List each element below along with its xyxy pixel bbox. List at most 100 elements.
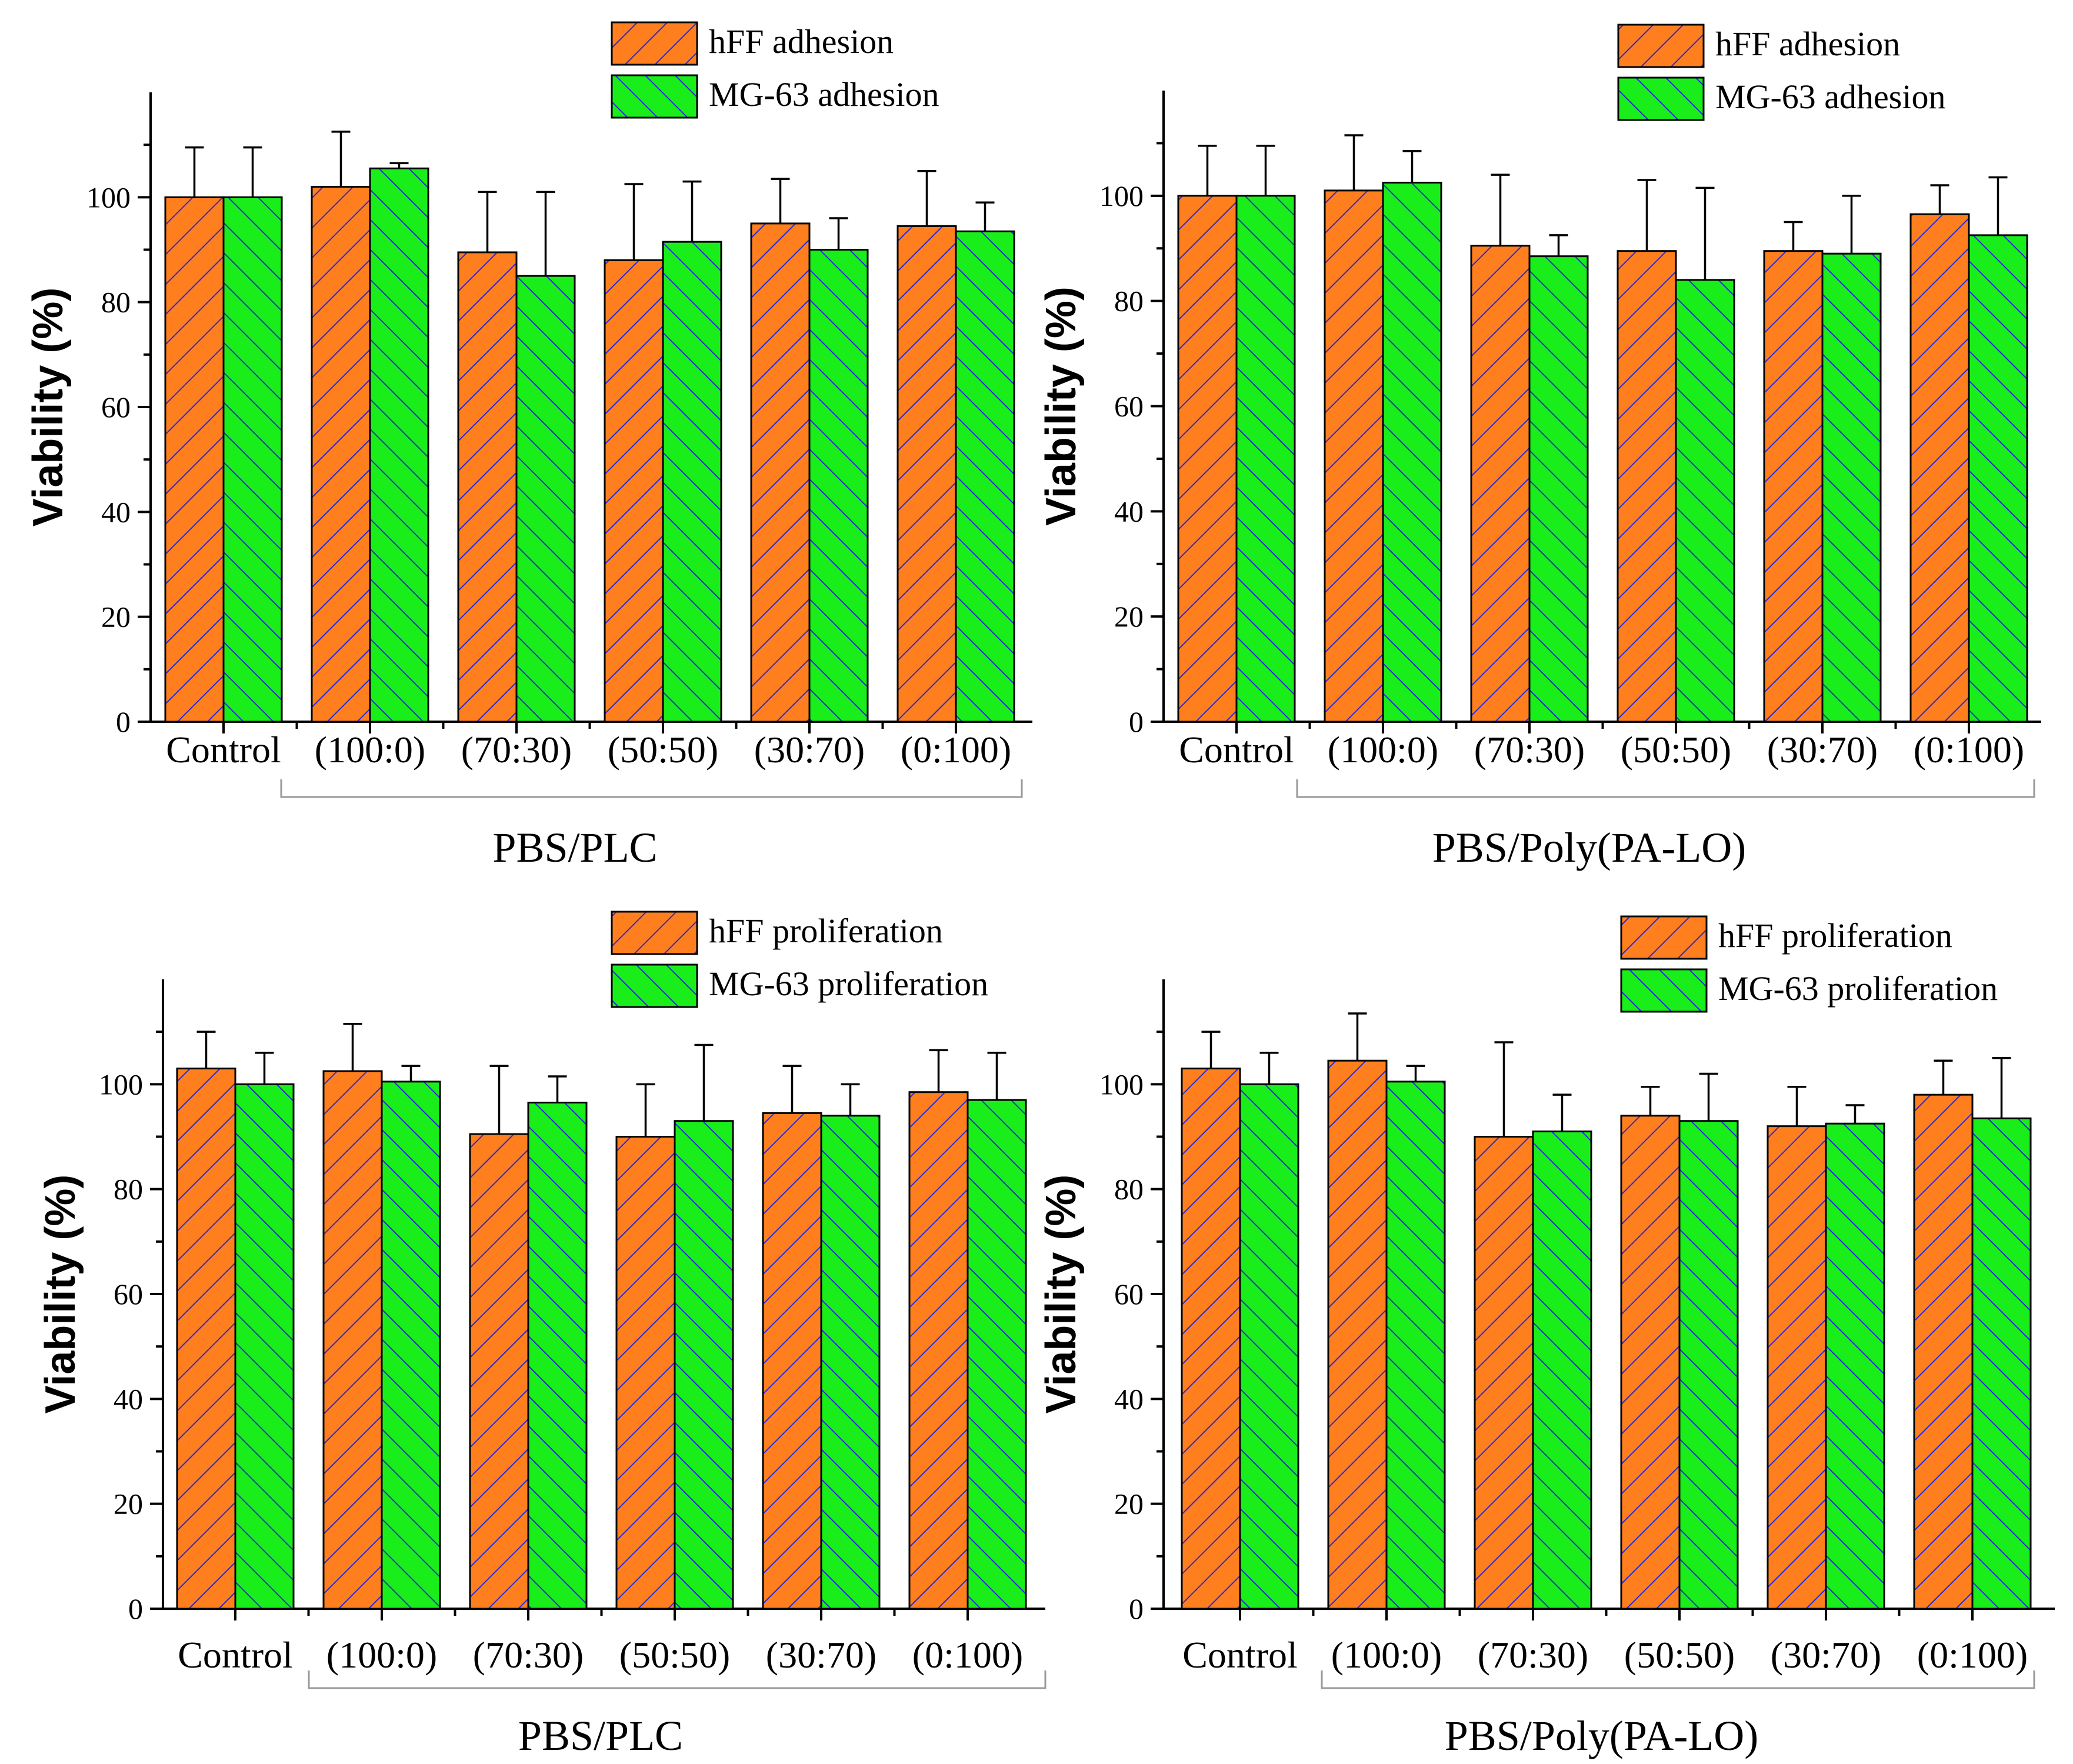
y-tick-label: 20 bbox=[1114, 1488, 1144, 1520]
bar-mg63-1 bbox=[1385, 1081, 1446, 1610]
x-axis-label: PBS/PLC bbox=[492, 824, 657, 871]
bar-mg63-3 bbox=[1678, 1120, 1739, 1610]
bar-hff-2 bbox=[1474, 1136, 1534, 1610]
y-tick-label: 60 bbox=[101, 391, 131, 424]
bar-hff-2 bbox=[469, 1133, 529, 1610]
bar-hff-4 bbox=[1767, 1125, 1827, 1610]
x-axis-label: PBS/Poly(PA-LO) bbox=[1432, 824, 1747, 871]
bar-hff-5 bbox=[1909, 213, 1970, 723]
x-tick-label: (70:30) bbox=[1478, 1634, 1588, 1676]
y-tick-label: 20 bbox=[114, 1488, 143, 1520]
y-tick-label: 80 bbox=[1114, 1173, 1144, 1206]
bar-hff-3 bbox=[1620, 1115, 1681, 1610]
bar-mg63-4 bbox=[1821, 252, 1882, 723]
x-tick-label: (70:30) bbox=[461, 729, 572, 771]
bar-hff-0 bbox=[1181, 1068, 1241, 1610]
bar-mg63-5 bbox=[966, 1099, 1027, 1610]
y-tick-label: 100 bbox=[99, 1068, 143, 1101]
group-bracket bbox=[1296, 779, 2035, 798]
x-tick-label: (0:100) bbox=[912, 1634, 1023, 1676]
bar-hff-1 bbox=[1324, 189, 1384, 723]
bar-mg63-5 bbox=[1971, 1117, 2032, 1610]
y-tick-label: 100 bbox=[86, 181, 131, 214]
legend-label-hff: hFF proliferation bbox=[709, 912, 943, 950]
chart-panel-top-right: 0 20 40 60 80 100 Viability (%) Control (100:0) (… bbox=[1038, 24, 2041, 871]
group-bracket bbox=[280, 779, 1023, 798]
y-tick-label: 100 bbox=[1099, 1068, 1144, 1101]
legend-swatch-hff bbox=[611, 21, 698, 66]
x-tick-label: (30:70) bbox=[1771, 1634, 1881, 1676]
y-tick-label: 60 bbox=[114, 1278, 143, 1311]
bar-hff-1 bbox=[1327, 1059, 1388, 1610]
bar-mg63-1 bbox=[369, 167, 429, 723]
chart-panel-top-left: 0 20 40 60 80 100 Viability (%) Control (100:0) (… bbox=[25, 21, 1032, 871]
chart-panel-bottom-left: 0 20 40 60 80 100 Viability (%) Control (100:0) (… bbox=[37, 911, 1047, 1759]
bar-hff-2 bbox=[1470, 245, 1531, 723]
x-tick-label: (100:0) bbox=[1331, 1634, 1442, 1676]
bar-hff-0 bbox=[176, 1068, 236, 1610]
bar-mg63-4 bbox=[808, 249, 869, 723]
bar-mg63-5 bbox=[955, 230, 1015, 723]
y-tick-label: 0 bbox=[116, 705, 131, 738]
legend-swatch-mg63 bbox=[611, 963, 698, 1008]
x-tick-label: (50:50) bbox=[1624, 1634, 1735, 1676]
y-tick-label: 40 bbox=[101, 495, 131, 528]
y-axis-label: Viability (%) bbox=[1038, 286, 1085, 526]
bar-mg63-0 bbox=[234, 1083, 295, 1610]
bar-mg63-2 bbox=[515, 275, 576, 723]
y-tick-label: 0 bbox=[1129, 1592, 1144, 1625]
x-axis-label: PBS/Poly(PA-LO) bbox=[1445, 1712, 1759, 1759]
bar-hff-0 bbox=[1177, 195, 1238, 723]
bar-hff-5 bbox=[896, 225, 957, 723]
y-tick-label: 100 bbox=[1099, 179, 1144, 212]
x-tick-label: Control bbox=[178, 1634, 293, 1676]
x-tick-label: (70:30) bbox=[473, 1634, 584, 1676]
y-tick-label: 60 bbox=[1114, 390, 1144, 423]
legend-label-mg63: MG-63 adhesion bbox=[709, 75, 939, 114]
x-tick-label: Control bbox=[1179, 729, 1294, 771]
x-tick-label: (30:70) bbox=[754, 729, 865, 771]
group-bracket bbox=[1321, 1670, 2035, 1689]
y-tick-label: 80 bbox=[114, 1173, 143, 1206]
legend-label-mg63: MG-63 proliferation bbox=[709, 965, 988, 1003]
x-tick-label: (30:70) bbox=[1767, 729, 1878, 771]
bar-mg63-1 bbox=[1382, 181, 1442, 723]
y-tick-label: 60 bbox=[1114, 1278, 1144, 1311]
y-axis-label: Viability (%) bbox=[1038, 1175, 1085, 1414]
x-tick-label: (100:0) bbox=[326, 1634, 437, 1676]
y-axis-label: Viability (%) bbox=[37, 1175, 84, 1414]
bar-hff-2 bbox=[457, 251, 518, 723]
y-tick-label: 40 bbox=[114, 1382, 143, 1415]
y-tick-label: 80 bbox=[101, 286, 131, 319]
legend-swatch-hff bbox=[1620, 915, 1708, 960]
group-bracket bbox=[308, 1670, 1047, 1689]
bar-mg63-0 bbox=[1239, 1083, 1299, 1610]
y-tick-label: 80 bbox=[1114, 285, 1144, 318]
bar-hff-0 bbox=[164, 196, 225, 723]
legend-label-mg63: MG-63 proliferation bbox=[1718, 969, 1998, 1008]
legend-swatch-mg63 bbox=[611, 74, 698, 119]
bar-mg63-3 bbox=[674, 1120, 734, 1610]
bar-hff-4 bbox=[1763, 250, 1824, 723]
y-tick-label: 0 bbox=[1129, 705, 1144, 738]
x-axis-label: PBS/PLC bbox=[518, 1712, 683, 1759]
x-tick-label: (30:70) bbox=[766, 1634, 876, 1676]
bar-mg63-5 bbox=[1968, 234, 2028, 723]
y-tick-label: 40 bbox=[1114, 495, 1144, 528]
x-tick-label: Control bbox=[166, 729, 281, 771]
y-tick-label: 20 bbox=[1114, 600, 1144, 633]
x-tick-label: (50:50) bbox=[619, 1634, 730, 1676]
bar-hff-4 bbox=[750, 222, 811, 723]
legend-label-hff: hFF adhesion bbox=[1715, 25, 1900, 63]
bar-hff-3 bbox=[604, 259, 664, 723]
x-tick-label: (0:100) bbox=[1917, 1634, 2028, 1676]
bar-hff-1 bbox=[311, 186, 371, 723]
bar-hff-1 bbox=[322, 1070, 383, 1610]
x-tick-label: (0:100) bbox=[901, 729, 1011, 771]
y-axis-label: Viability (%) bbox=[25, 288, 72, 527]
y-tick-label: 0 bbox=[128, 1592, 143, 1625]
bar-hff-3 bbox=[1617, 250, 1677, 723]
bar-mg63-0 bbox=[222, 196, 283, 723]
bar-mg63-0 bbox=[1235, 195, 1296, 723]
